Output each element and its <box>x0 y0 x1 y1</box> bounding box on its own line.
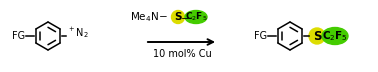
Text: S: S <box>313 30 321 42</box>
Text: S: S <box>174 12 182 22</box>
Text: $-$: $-$ <box>180 12 190 22</box>
Text: Me$_4$N$-$: Me$_4$N$-$ <box>130 10 168 24</box>
Text: C$_2$F$_5$: C$_2$F$_5$ <box>322 29 348 43</box>
Text: C$_2$F$_5$: C$_2$F$_5$ <box>185 11 208 23</box>
Circle shape <box>309 28 325 44</box>
Ellipse shape <box>185 11 207 23</box>
Text: FG: FG <box>254 31 267 41</box>
Text: FG: FG <box>12 31 25 41</box>
Circle shape <box>172 11 184 23</box>
Ellipse shape <box>322 28 348 44</box>
Text: 10 mol% Cu: 10 mol% Cu <box>153 49 211 59</box>
Text: $^+$N$_2$: $^+$N$_2$ <box>67 26 89 40</box>
